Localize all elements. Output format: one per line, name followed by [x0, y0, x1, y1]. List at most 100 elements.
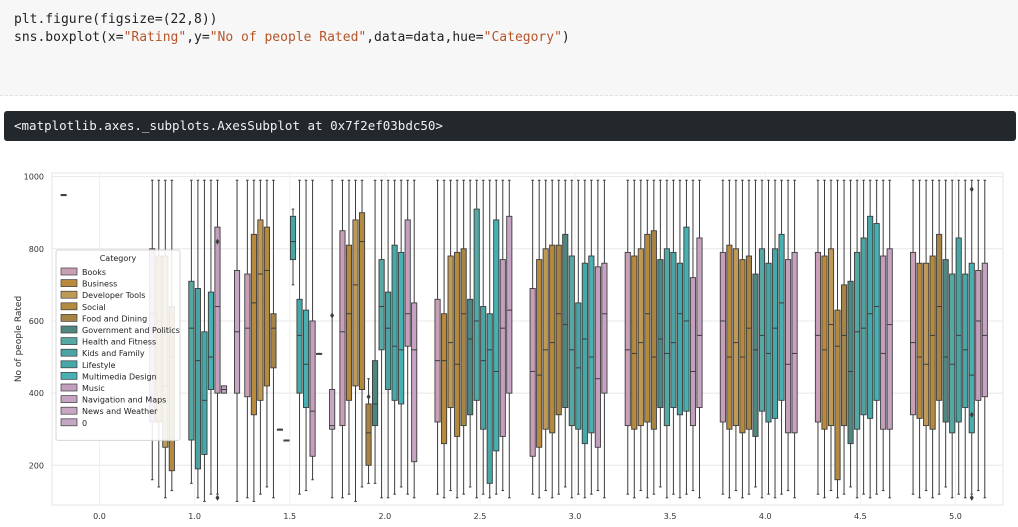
box — [867, 215, 874, 419]
box — [289, 215, 297, 261]
box — [411, 302, 418, 463]
code-token: ,y= — [186, 30, 210, 45]
outlier-point — [969, 494, 974, 501]
legend-label: Multimedia Design — [82, 372, 157, 381]
box — [739, 259, 746, 434]
box — [270, 313, 277, 369]
box — [201, 331, 208, 455]
box — [624, 251, 631, 427]
box — [250, 233, 257, 416]
code-token: ,data=data,hue= — [366, 30, 484, 45]
box — [454, 251, 461, 437]
legend-label: Health and Fitness — [82, 338, 156, 347]
legend-swatch — [60, 325, 78, 334]
box — [929, 255, 936, 430]
box — [588, 255, 595, 434]
box — [398, 251, 405, 405]
y-tick-label: 800 — [29, 245, 44, 254]
box — [493, 219, 500, 452]
box — [657, 259, 664, 409]
legend-box — [55, 249, 181, 441]
box — [873, 223, 880, 401]
box — [962, 273, 969, 409]
legend-label: Social — [82, 303, 106, 312]
box — [916, 262, 923, 419]
box — [568, 255, 575, 427]
output-text: <matplotlib.axes._subplots.AxesSubplot a… — [14, 118, 443, 133]
box — [329, 389, 336, 430]
box — [650, 230, 657, 430]
box — [847, 280, 854, 445]
box — [758, 248, 766, 412]
box — [378, 259, 385, 351]
box — [549, 244, 556, 434]
code-string: "No of people Rated" — [209, 30, 367, 45]
outlier-point — [330, 312, 335, 319]
box — [309, 320, 316, 457]
legend-swatch — [60, 406, 78, 415]
box — [765, 262, 772, 423]
legend-swatch — [60, 360, 78, 369]
box — [955, 237, 962, 423]
legend-swatch — [60, 418, 78, 427]
box — [670, 251, 677, 409]
outlier-point — [215, 494, 220, 501]
box — [880, 255, 887, 430]
box — [581, 262, 588, 445]
box — [975, 269, 982, 401]
box — [302, 309, 310, 409]
box — [752, 273, 759, 437]
box — [358, 212, 366, 390]
x-tick-label: 4.0 — [759, 512, 772, 521]
box — [404, 219, 411, 347]
legend-label: Food and Dining — [82, 314, 147, 323]
box — [486, 313, 493, 484]
box — [676, 262, 683, 416]
legend-swatch — [60, 372, 78, 380]
box — [732, 248, 739, 427]
box — [506, 215, 513, 394]
code-cell[interactable]: plt.figure(figsize=(22,8)) sns.boxplot(x… — [0, 0, 1018, 96]
legend-swatch — [60, 290, 78, 299]
legend-swatch — [60, 395, 78, 403]
code-string: "Category" — [483, 30, 562, 45]
box — [601, 262, 608, 394]
code-string: "Rating" — [123, 30, 187, 45]
box — [214, 226, 221, 394]
x-tick-label: 5.0 — [949, 512, 962, 521]
output-bar: <matplotlib.axes._subplots.AxesSubplot a… — [4, 111, 1016, 141]
box — [631, 255, 638, 430]
box — [447, 255, 454, 409]
code-token: ) — [561, 30, 570, 45]
y-axis-label: No of people Rated — [14, 296, 24, 382]
legend-label: Music — [82, 384, 105, 393]
box — [263, 226, 270, 387]
x-tick-label: 3.5 — [664, 512, 677, 521]
box — [968, 262, 975, 434]
box — [689, 277, 697, 427]
box — [663, 248, 670, 427]
box — [923, 262, 930, 427]
box — [499, 259, 506, 437]
x-tick-label: 2.0 — [378, 512, 391, 521]
box — [814, 251, 822, 423]
box — [339, 230, 346, 427]
box — [372, 360, 379, 427]
box — [942, 259, 949, 423]
box — [365, 403, 372, 466]
box — [385, 291, 392, 390]
y-tick-label: 400 — [29, 389, 44, 398]
box — [345, 244, 353, 401]
box — [391, 244, 398, 401]
legend-title: Category — [100, 254, 137, 263]
outlier-point — [969, 186, 974, 193]
boxplot-chart: 200 400 600 800 1000 0.0 1.0 1.5 2.0 2.5 3.0 3.5 4.0… — [14, 172, 1004, 521]
legend-swatch — [60, 302, 78, 311]
box — [562, 233, 569, 409]
box — [949, 273, 956, 434]
box — [936, 233, 943, 401]
code-line-2: sns.boxplot(x="Rating",y="No of people R… — [14, 30, 570, 45]
box — [696, 237, 703, 409]
box — [834, 309, 841, 481]
box — [860, 237, 867, 416]
